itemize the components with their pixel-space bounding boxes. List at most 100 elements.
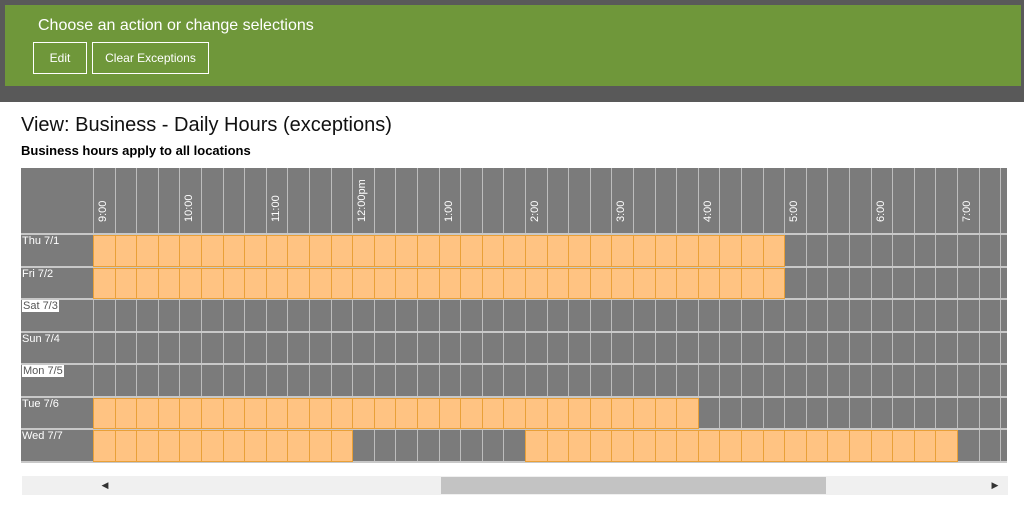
open-hour-cell[interactable] [265,430,289,462]
open-hour-cell[interactable] [265,267,289,299]
open-hour-cell[interactable] [244,267,267,299]
open-hour-cell[interactable] [503,267,526,299]
open-hour-cell[interactable] [201,235,224,267]
open-hour-cell[interactable] [633,235,656,267]
open-hour-cell[interactable] [481,235,505,267]
horizontal-scrollbar[interactable]: ◀ ▶ [22,476,1008,495]
open-hour-cell[interactable] [654,397,678,429]
open-hour-cell[interactable] [222,267,246,299]
open-hour-cell[interactable] [330,235,354,267]
open-hour-cell[interactable] [352,267,375,299]
open-hour-cell[interactable] [438,397,462,429]
hours-grid[interactable]: 9:00 10:00 11:00 12:00pm 1:00 2:00 3:00 4:00 5:0… [21,168,1007,463]
open-hour-cell[interactable] [935,430,958,462]
open-hour-cell[interactable] [114,267,138,299]
open-hour-cell[interactable] [870,430,894,462]
scroll-right-arrow-icon[interactable]: ▶ [991,480,999,490]
open-hour-cell[interactable] [589,397,613,429]
open-hour-cell[interactable] [719,267,742,299]
open-hour-cell[interactable] [179,235,202,267]
open-hour-cell[interactable] [136,235,159,267]
open-hour-cell[interactable] [93,267,116,299]
open-hour-cell[interactable] [438,235,462,267]
open-hour-cell[interactable] [222,235,246,267]
open-hour-cell[interactable] [503,397,526,429]
open-hour-cell[interactable] [373,235,397,267]
open-hour-cell[interactable] [417,235,440,267]
open-hour-cell[interactable] [417,267,440,299]
open-hour-cell[interactable] [265,397,289,429]
open-hour-cell[interactable] [93,397,116,429]
open-hour-cell[interactable] [373,267,397,299]
open-hour-cell[interactable] [719,430,742,462]
open-hour-cell[interactable] [309,267,332,299]
open-hour-cell[interactable] [676,267,699,299]
open-hour-cell[interactable] [503,235,526,267]
open-hour-cell[interactable] [460,397,483,429]
open-hour-cell[interactable] [136,430,159,462]
open-hour-cell[interactable] [201,267,224,299]
open-hour-cell[interactable] [762,430,786,462]
open-hour-cell[interactable] [373,397,397,429]
open-hour-cell[interactable] [654,235,678,267]
open-hour-cell[interactable] [395,235,418,267]
open-hour-cell[interactable] [719,235,742,267]
open-hour-cell[interactable] [654,430,678,462]
open-hour-cell[interactable] [136,397,159,429]
open-hour-cell[interactable] [395,267,418,299]
open-hour-cell[interactable] [93,235,116,267]
open-hour-cell[interactable] [525,430,548,462]
open-hour-cell[interactable] [633,397,656,429]
open-hour-cell[interactable] [762,267,786,299]
open-hour-cell[interactable] [546,267,570,299]
open-hour-cell[interactable] [676,397,699,429]
open-hour-cell[interactable] [352,235,375,267]
open-hour-cell[interactable] [287,267,310,299]
open-hour-cell[interactable] [589,235,613,267]
open-hour-cell[interactable] [913,430,937,462]
open-hour-cell[interactable] [114,235,138,267]
open-hour-cell[interactable] [568,235,591,267]
open-hour-cell[interactable] [805,430,829,462]
open-hour-cell[interactable] [697,235,721,267]
open-hour-cell[interactable] [676,430,699,462]
open-hour-cell[interactable] [633,267,656,299]
open-hour-cell[interactable] [546,397,570,429]
open-hour-cell[interactable] [481,397,505,429]
open-hour-cell[interactable] [157,430,181,462]
open-hour-cell[interactable] [222,397,246,429]
open-hour-cell[interactable] [481,267,505,299]
open-hour-cell[interactable] [654,267,678,299]
open-hour-cell[interactable] [827,430,850,462]
open-hour-cell[interactable] [741,267,764,299]
open-hour-cell[interactable] [114,430,138,462]
open-hour-cell[interactable] [784,430,807,462]
open-hour-cell[interactable] [892,430,915,462]
open-hour-cell[interactable] [611,235,634,267]
open-hour-cell[interactable] [568,267,591,299]
open-hour-cell[interactable] [93,430,116,462]
open-hour-cell[interactable] [589,430,613,462]
open-hour-cell[interactable] [309,430,332,462]
edit-button[interactable]: Edit [33,42,87,74]
open-hour-cell[interactable] [417,397,440,429]
open-hour-cell[interactable] [179,397,202,429]
open-hour-cell[interactable] [287,430,310,462]
open-hour-cell[interactable] [265,235,289,267]
open-hour-cell[interactable] [114,397,138,429]
open-hour-cell[interactable] [849,430,872,462]
scroll-left-arrow-icon[interactable]: ◀ [101,480,109,490]
open-hour-cell[interactable] [309,397,332,429]
open-hour-cell[interactable] [287,397,310,429]
open-hour-cell[interactable] [330,397,354,429]
open-hour-cell[interactable] [589,267,613,299]
open-hour-cell[interactable] [309,235,332,267]
open-hour-cell[interactable] [330,267,354,299]
open-hour-cell[interactable] [741,430,764,462]
open-hour-cell[interactable] [762,235,786,267]
open-hour-cell[interactable] [438,267,462,299]
open-hour-cell[interactable] [460,267,483,299]
open-hour-cell[interactable] [222,430,246,462]
open-hour-cell[interactable] [201,397,224,429]
open-hour-cell[interactable] [157,235,181,267]
